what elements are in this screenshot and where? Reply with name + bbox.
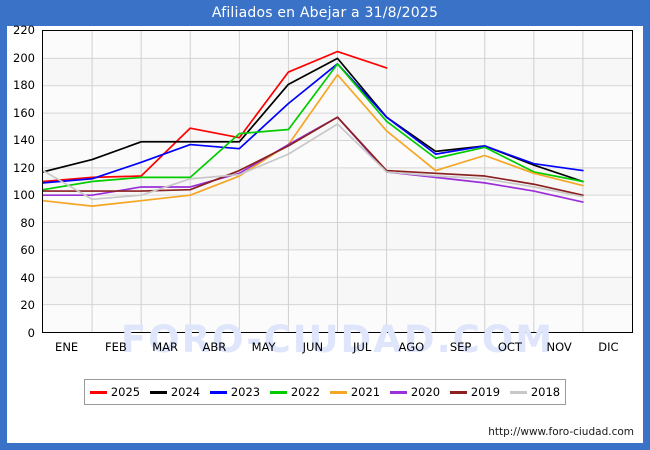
x-axis-tick-label: MAR [152,340,179,354]
legend-item[interactable]: 2023 [209,385,261,399]
x-axis-tick-label: OCT [497,340,522,354]
window-frame-right [643,0,650,450]
y-axis-tick-label: 200 [13,50,35,65]
window-frame-left [0,0,7,450]
legend-color-swatch [89,390,107,394]
y-axis-tick-label: 40 [20,270,35,285]
x-axis-tick-label: ABR [202,340,227,354]
series-line [43,50,388,183]
y-axis-tick-label: 100 [13,188,35,203]
x-axis-tick-label: AGO [398,340,425,354]
y-axis-tick-label: 180 [13,78,35,93]
legend-label: 2025 [110,385,141,399]
series-line [43,123,584,201]
legend-color-swatch [449,390,467,394]
y-axis-tick-label: 160 [13,105,35,120]
chart-plot-area [42,30,633,333]
legend-item[interactable]: 2020 [389,385,441,399]
legend-label: 2024 [170,385,201,399]
x-axis-tick-label: SEP [449,340,472,354]
legend-label: 2023 [230,385,261,399]
series-line [43,116,584,197]
legend-label: 2020 [410,385,441,399]
footer-url: http://www.foro-ciudad.com [488,426,634,438]
legend-item[interactable]: 2021 [329,385,381,399]
legend-item[interactable]: 2024 [149,385,201,399]
x-axis-tick-label: ENE [55,340,79,354]
x-axis-tick-label: JUL [353,340,372,354]
x-axis-tick-label: JUN [302,340,324,354]
page-title: Afiliados en Abejar a 31/8/2025 [211,5,439,21]
legend-color-swatch [149,390,167,394]
y-axis-labels: 0 20 40 60 80 100 120 140 160 180 200 220 [0,23,40,340]
legend-color-swatch [329,390,347,394]
legend-label: 2021 [350,385,381,399]
window-frame-bottom [0,443,650,450]
chart-svg [43,31,632,332]
y-axis-tick-label: 0 [27,326,35,340]
x-axis-labels: ENE FEB MAR ABR MAY JUN JUL AGO SEP OCT NOV DIC [42,336,633,358]
x-axis-tick-label: FEB [104,340,127,354]
legend-item[interactable]: 2019 [449,385,501,399]
grid-lines [43,31,632,332]
x-axis-tick-label: DIC [598,340,619,354]
chart-legend: 2025 2024 2023 2022 2021 2020 2019 2018 [84,379,566,405]
series-lines [43,50,584,207]
legend-color-swatch [389,390,407,394]
legend-item[interactable]: 2022 [269,385,321,399]
legend-color-swatch [269,390,287,394]
y-axis-tick-label: 220 [13,23,35,37]
x-axis-tick-label: MAY [251,340,276,354]
y-axis-tick-label: 80 [20,215,35,230]
y-axis-tick-label: 120 [13,160,35,175]
x-axis-tick-label: NOV [546,340,572,354]
legend-label: 2022 [290,385,321,399]
series-line [43,73,584,207]
series-line [43,62,584,191]
legend-color-swatch [509,390,527,394]
legend-label: 2019 [470,385,501,399]
legend-item[interactable]: 2018 [509,385,561,399]
y-axis-tick-label: 140 [13,133,35,148]
legend-color-swatch [209,390,227,394]
y-axis-tick-label: 60 [20,243,35,258]
y-axis-tick-label: 20 [20,298,35,313]
series-line [43,62,584,184]
window-title-bar [0,0,650,26]
legend-item[interactable]: 2025 [89,385,141,399]
legend-label: 2018 [530,385,561,399]
